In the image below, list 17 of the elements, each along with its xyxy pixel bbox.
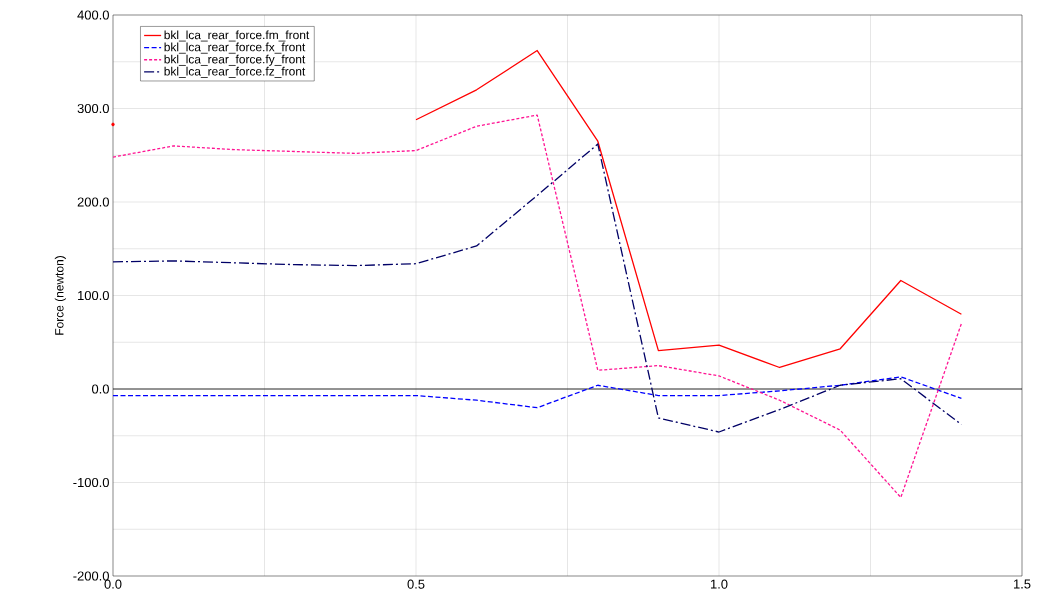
y-tick-label: 300.0 — [77, 103, 109, 114]
y-tick-label: -200.0 — [73, 571, 109, 581]
x-tick-label: 1.0 — [710, 579, 728, 589]
y-tick-label: 0.0 — [91, 384, 109, 394]
line-series — [113, 114, 963, 499]
x-tick-label: 1.5 — [1013, 579, 1031, 589]
x-tick-label: 0.5 — [407, 579, 425, 589]
legend-label: bkl_lca_rear_force.fy_front — [164, 54, 306, 66]
y-tick-label: -100.0 — [73, 477, 109, 488]
legend-label: bkl_lca_rear_force.fx_front — [164, 42, 306, 54]
y-tick-label: 400.0 — [77, 10, 109, 20]
y-tick-label: 100.0 — [78, 290, 109, 301]
legend-label: bkl_lca_rear_force.fz_front — [164, 66, 306, 78]
legend-label: bkl_lca_rear_force.fm_front — [164, 30, 310, 42]
y-tick-label: 200.0 — [77, 197, 109, 207]
x-tick-label: 0.0 — [104, 579, 122, 589]
y-axis-title: Force (newton) — [54, 256, 66, 335]
